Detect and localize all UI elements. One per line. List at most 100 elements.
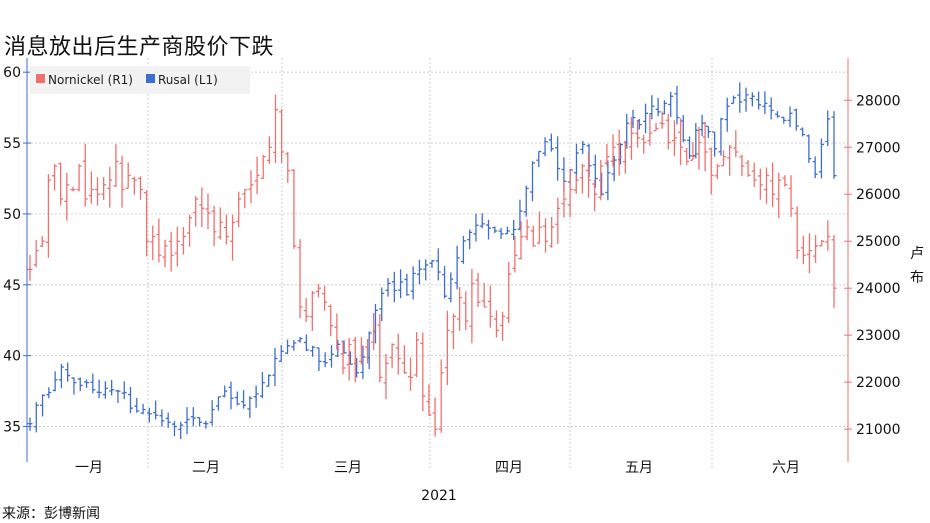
rusal-bar-109 — [712, 131, 718, 157]
rusal-bar-76 — [504, 226, 510, 235]
nornickel-bar-22 — [162, 239, 168, 268]
nornickel-bar-126 — [800, 235, 806, 265]
rusal-bar-22 — [165, 412, 171, 428]
nornickel-bar-71 — [463, 291, 469, 331]
left-tick-label-0: 35 — [3, 420, 21, 436]
nornickel-bar-95 — [610, 134, 616, 167]
rusal-bar-2 — [40, 394, 46, 417]
rusal-bar-120 — [781, 116, 787, 124]
nornickel-bar-101 — [647, 114, 653, 146]
rusal-bar-41 — [285, 339, 291, 354]
rusal-bar-42 — [291, 339, 297, 351]
nornickel-bar-47 — [315, 284, 321, 298]
rusal-bar-84 — [555, 136, 561, 181]
nornickel-bar-24 — [174, 226, 180, 267]
rusal-bar-107 — [699, 114, 705, 136]
x-tick-label-2: 三月 — [334, 460, 362, 476]
x-axis-labels: 一月 二月 三月 四月 五月 六月 — [75, 460, 800, 476]
rusal-bar-125 — [812, 156, 818, 179]
rusal-bar-31 — [222, 385, 228, 398]
rusal-bar-13 — [109, 379, 115, 396]
rusal-bar-117 — [762, 91, 768, 114]
rusal-bar-118 — [768, 97, 774, 120]
rusal-bar-30 — [215, 396, 221, 411]
nornickel-bar-83 — [536, 211, 542, 244]
nornickel-bar-1 — [33, 240, 39, 268]
x-tick-label-5: 六月 — [772, 460, 800, 476]
rusal-series — [27, 82, 837, 440]
rusal-bar-23 — [171, 421, 177, 437]
rusal-bar-116 — [756, 91, 762, 110]
rusal-bar-124 — [806, 134, 812, 163]
rusal-bar-102 — [668, 91, 674, 117]
rusal-bar-21 — [159, 409, 165, 427]
nornickel-bar-87 — [561, 181, 567, 218]
legend-label-nornickel: Nornickel (R1) — [48, 73, 133, 87]
nornickel-bar-103 — [659, 111, 665, 129]
nornickel-bar-42 — [285, 151, 291, 183]
nornickel-bar-58 — [383, 353, 389, 400]
rusal-bar-11 — [96, 379, 102, 399]
nornickel-bar-86 — [555, 197, 561, 244]
nornickel-bar-96 — [616, 129, 622, 176]
rusal-bar-17 — [134, 397, 140, 413]
nornickel-bar-65 — [426, 384, 432, 416]
rusal-bar-48 — [329, 345, 334, 368]
rusal-bar-59 — [398, 269, 404, 299]
nornickel-bar-79 — [512, 235, 518, 273]
rusal-bar-38 — [266, 374, 272, 387]
rusal-bar-19 — [146, 407, 152, 423]
rusal-bar-5 — [58, 364, 64, 389]
nornickel-bar-123 — [782, 175, 788, 187]
rusal-bar-64 — [429, 260, 435, 268]
nornickel-bar-41 — [279, 108, 285, 163]
rusal-bar-90 — [592, 154, 598, 188]
nornickel-bar-15 — [119, 155, 125, 208]
rusal-bar-111 — [724, 97, 730, 132]
nornickel-bar-61 — [401, 345, 407, 374]
rusal-bar-127 — [825, 110, 831, 147]
nornickel-bar-130 — [825, 220, 831, 251]
nornickel-bar-112 — [714, 163, 720, 180]
nornickel-bar-49 — [328, 304, 334, 337]
rusal-bar-33 — [234, 391, 240, 406]
rusal-bar-35 — [247, 396, 253, 418]
nornickel-bar-2 — [39, 236, 45, 248]
left-tick-label-1: 40 — [3, 349, 21, 365]
nornickel-bar-44 — [297, 239, 303, 319]
rusal-bar-110 — [718, 117, 724, 156]
right-tick-label-7: 28000 — [856, 93, 901, 109]
nornickel-bar-28 — [199, 187, 205, 227]
rusal-bar-63 — [423, 259, 429, 281]
nornickel-bar-45 — [303, 297, 309, 322]
nornickel-bar-0 — [27, 254, 33, 281]
rusal-bar-3 — [46, 387, 52, 399]
rusal-bar-60 — [404, 273, 410, 296]
nornickel-bar-100 — [641, 134, 647, 154]
rusal-bar-80 — [530, 161, 535, 202]
rusal-bar-119 — [774, 111, 780, 118]
rusal-bar-57 — [385, 278, 391, 297]
nornickel-bar-116 — [739, 154, 745, 177]
rusal-bar-0 — [27, 417, 33, 431]
rusal-bar-121 — [787, 106, 793, 128]
rusal-bar-8 — [77, 377, 83, 392]
rusal-bar-92 — [605, 160, 611, 201]
rusal-bar-25 — [184, 407, 190, 435]
nornickel-bar-50 — [334, 313, 340, 350]
nornickel-bar-18 — [137, 176, 143, 200]
legend-swatch-rusal — [146, 74, 155, 83]
right-tick-label-1: 22000 — [856, 375, 901, 391]
nornickel-bar-99 — [635, 120, 641, 148]
rusal-bar-61 — [410, 266, 416, 300]
legend: Nornickel (R1) Rusal (L1) — [30, 66, 250, 94]
nornickel-bar-124 — [788, 175, 794, 217]
rusal-bar-53 — [360, 345, 366, 380]
rusal-bar-9 — [84, 379, 90, 388]
x-tick-label-4: 五月 — [625, 460, 653, 476]
nornickel-bar-48 — [322, 285, 328, 311]
nornickel-bar-98 — [628, 117, 634, 160]
nornickel-bar-56 — [371, 313, 377, 350]
nornickel-bar-90 — [579, 163, 585, 194]
rusal-bar-39 — [272, 347, 278, 387]
